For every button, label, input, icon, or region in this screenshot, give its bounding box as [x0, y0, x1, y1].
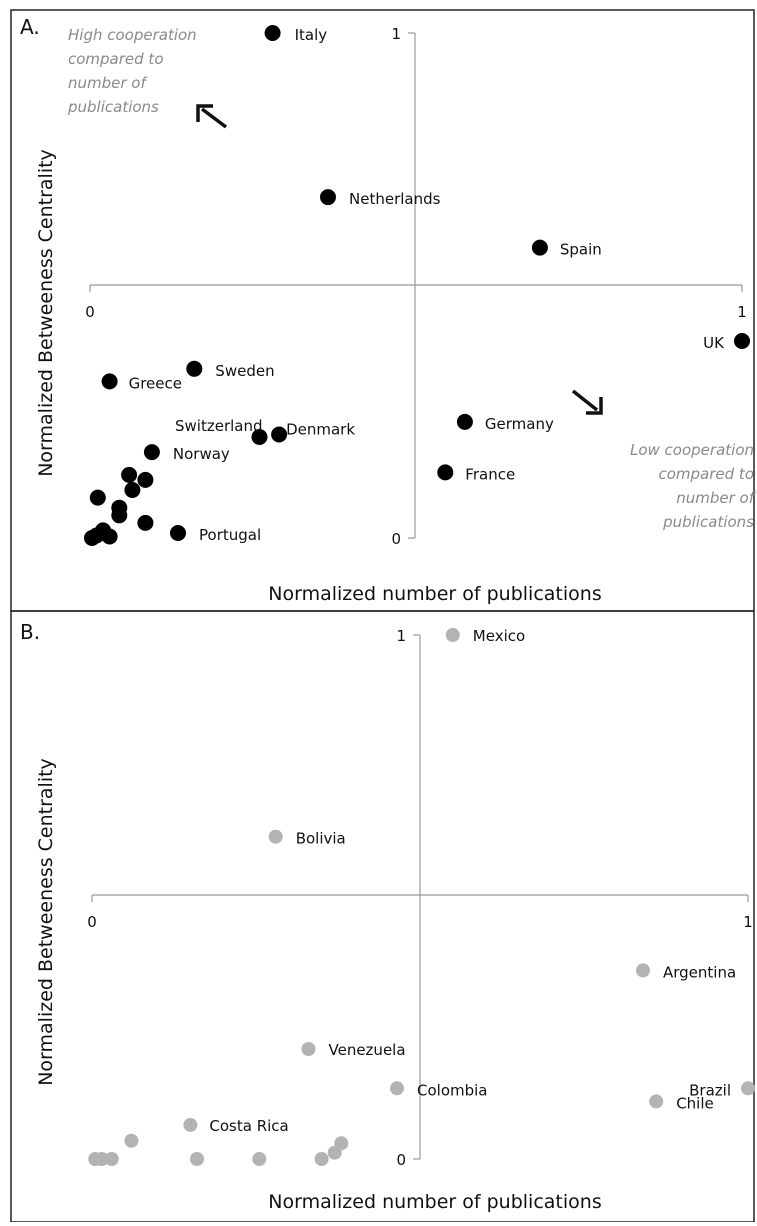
- panel-a-y-axis-title: Normalized Betweeness Centrality: [35, 149, 57, 477]
- panel-a-point-13: [137, 471, 154, 488]
- panel-b-points: Mexico Bolivia Argentina Venezuela Colombia C…: [88, 627, 755, 1166]
- panel-a-point-norway: [143, 444, 160, 461]
- panel-b-y-tick-0: 0: [396, 1151, 406, 1169]
- panel-b-label: B.: [20, 620, 40, 644]
- annotation-low-line-2: compared to: [659, 465, 755, 483]
- panel-a-point-uk: [734, 333, 750, 349]
- panel-b-label-costa-rica: Costa Rica: [209, 1117, 288, 1135]
- panel-a-label: A.: [20, 15, 40, 39]
- annotation-high-line-3: number of: [68, 74, 148, 92]
- panel-a-label-france: France: [465, 465, 515, 483]
- panel-a-label-netherlands: Netherlands: [349, 190, 441, 208]
- panel-b-point-16: [314, 1152, 329, 1166]
- panel-a-x-axis-title: Normalized number of publications: [268, 583, 601, 605]
- panel-b-point-venezuela: [301, 1042, 316, 1056]
- panel-b-point-10: [327, 1145, 342, 1160]
- panel-b-label-mexico: Mexico: [473, 627, 525, 645]
- panel-a-label-norway: Norway: [173, 445, 230, 463]
- annotation-low-line-4: publications: [662, 513, 754, 531]
- panel-a-label-spain: Spain: [560, 241, 602, 259]
- panel-a-point-sweden: [186, 360, 203, 377]
- panel-b-point-12: [94, 1152, 109, 1166]
- panel-a-point-21: [84, 530, 100, 546]
- panel-a-point-germany: [456, 413, 473, 430]
- panel-b-label-colombia: Colombia: [417, 1081, 488, 1099]
- panel-b-point-costa-rica: [183, 1117, 198, 1132]
- panel-a-label-uk: UK: [703, 334, 725, 352]
- panel-a-point-15: [89, 489, 106, 506]
- annotation-low-line-3: number of: [676, 489, 756, 507]
- panel-b-frame: [10, 610, 755, 1223]
- panel-a: A. 0 1 1 0 Normalized number of publicat…: [20, 15, 757, 605]
- panel-a-point-denmark: [271, 426, 288, 443]
- panel-a-y-tick-1: 1: [391, 25, 401, 43]
- annotation-low-line-1: Low cooperation: [630, 441, 754, 459]
- panel-a-points: Italy Netherlands Spain UK Greece Sweden Switz…: [84, 25, 750, 546]
- panel-b-point-15: [252, 1152, 267, 1166]
- panel-a-point-spain: [531, 239, 548, 256]
- panel-a-point-greece: [101, 373, 118, 390]
- panel-a-point-12: [121, 466, 138, 483]
- panel-a-y-tick-0: 0: [391, 530, 401, 548]
- panel-b-label-brazil: Brazil: [689, 1081, 731, 1099]
- annotation-low-cooperation: Low cooperation compared to number of pu…: [571, 389, 757, 531]
- arrow-down-right-icon: [571, 389, 603, 415]
- panel-b-label-chile: Chile: [676, 1094, 714, 1112]
- panel-a-label-italy: Italy: [295, 26, 328, 44]
- panel-a-point-italy: [264, 25, 281, 41]
- panel-a-label-germany: Germany: [485, 415, 554, 433]
- panel-b-point-colombia: [390, 1081, 404, 1096]
- panel-a-x-tick-1: 1: [737, 303, 747, 321]
- panel-b-x-axis-title: Normalized number of publications: [268, 1191, 601, 1213]
- panel-a-point-portugal: [170, 525, 186, 541]
- panel-a-point-17: [111, 507, 128, 524]
- panel-a-label-portugal: Portugal: [199, 526, 261, 544]
- panel-b-y-tick-1: 1: [396, 627, 406, 645]
- annotation-high-line-2: compared to: [68, 50, 164, 68]
- panel-a-label-denmark: Denmark: [286, 421, 355, 439]
- panel-b-y-axis-title: Normalized Betweeness Centrality: [35, 758, 57, 1086]
- panel-a-point-18: [137, 514, 154, 531]
- panel-b-point-bolivia: [268, 829, 283, 844]
- panel-b-point-13: [104, 1152, 119, 1166]
- panel-b-point-14: [190, 1152, 204, 1166]
- arrow-up-left-icon: [196, 104, 228, 129]
- panel-b-label-argentina: Argentina: [663, 963, 736, 981]
- panel-a-point-22: [101, 528, 118, 545]
- panel-b-label-bolivia: Bolivia: [296, 830, 346, 848]
- panel-a-point-14: [124, 482, 141, 498]
- panel-b-point-argentina: [636, 963, 650, 978]
- panel-a-x-tick-0: 0: [85, 303, 95, 321]
- panel-b-x-tick-1: 1: [743, 913, 753, 931]
- annotation-high-line-1: High cooperation: [68, 26, 197, 44]
- panel-a-label-switzerland: Switzerland: [175, 417, 263, 435]
- panel-a-point-switzerland: [251, 429, 268, 445]
- panel-b: B. 0 1 1 0 Normalized number of publicat…: [20, 620, 755, 1213]
- panel-b-point-mexico: [445, 628, 460, 642]
- panel-a-label-sweden: Sweden: [215, 362, 274, 380]
- panel-b-point-8: [124, 1133, 139, 1148]
- panel-b-x-tick-0: 0: [87, 913, 97, 931]
- annotation-high-cooperation: High cooperation compared to number of p…: [67, 26, 228, 129]
- annotation-high-line-4: publications: [67, 98, 159, 116]
- panel-b-point-chile: [649, 1094, 664, 1109]
- panel-b-label-venezuela: Venezuela: [329, 1041, 406, 1059]
- panel-a-point-france: [437, 464, 454, 481]
- panel-a-label-greece: Greece: [129, 374, 182, 392]
- panel-a-point-netherlands: [320, 189, 336, 206]
- panel-b-point-brazil: [741, 1081, 755, 1096]
